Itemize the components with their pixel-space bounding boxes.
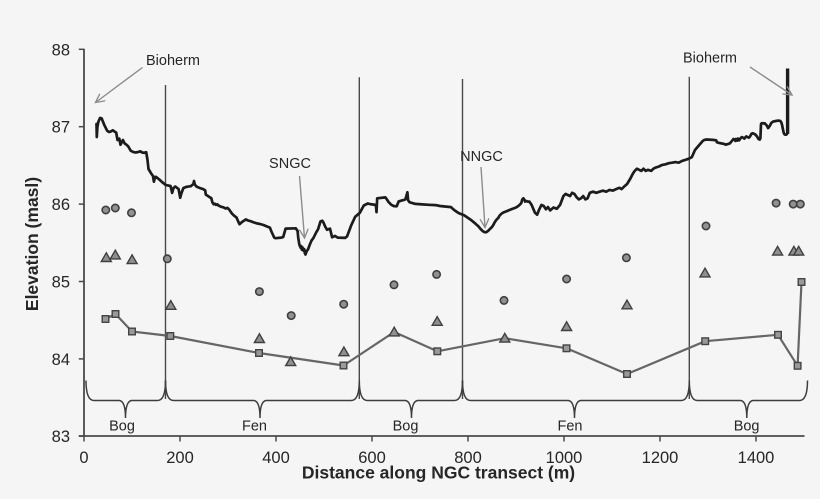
svg-text:400: 400 — [262, 449, 290, 467]
svg-text:Bioherm: Bioherm — [146, 53, 200, 69]
svg-text:87: 87 — [52, 119, 70, 137]
svg-text:NNGC: NNGC — [460, 149, 503, 165]
svg-text:1000: 1000 — [546, 449, 583, 467]
svg-text:84: 84 — [52, 351, 70, 369]
svg-text:85: 85 — [52, 274, 70, 292]
svg-text:600: 600 — [358, 449, 386, 467]
svg-text:1400: 1400 — [738, 449, 775, 467]
svg-text:83: 83 — [52, 428, 70, 446]
svg-text:Distance along NGC transect (m: Distance along NGC transect (m) — [302, 463, 575, 483]
svg-text:Fen: Fen — [558, 419, 583, 435]
svg-text:Fen: Fen — [242, 419, 267, 435]
svg-text:Bog: Bog — [393, 419, 419, 435]
svg-text:Bog: Bog — [734, 419, 760, 435]
svg-text:200: 200 — [166, 449, 194, 467]
svg-text:1200: 1200 — [642, 449, 679, 467]
svg-text:Bog: Bog — [109, 419, 135, 435]
svg-text:Bioherm: Bioherm — [683, 51, 737, 67]
svg-text:0: 0 — [79, 449, 88, 467]
svg-text:SNGC: SNGC — [269, 156, 311, 172]
svg-text:Elevation (masl): Elevation (masl) — [22, 177, 42, 311]
svg-text:88: 88 — [52, 41, 70, 59]
svg-text:86: 86 — [52, 196, 70, 214]
svg-text:800: 800 — [454, 449, 482, 467]
